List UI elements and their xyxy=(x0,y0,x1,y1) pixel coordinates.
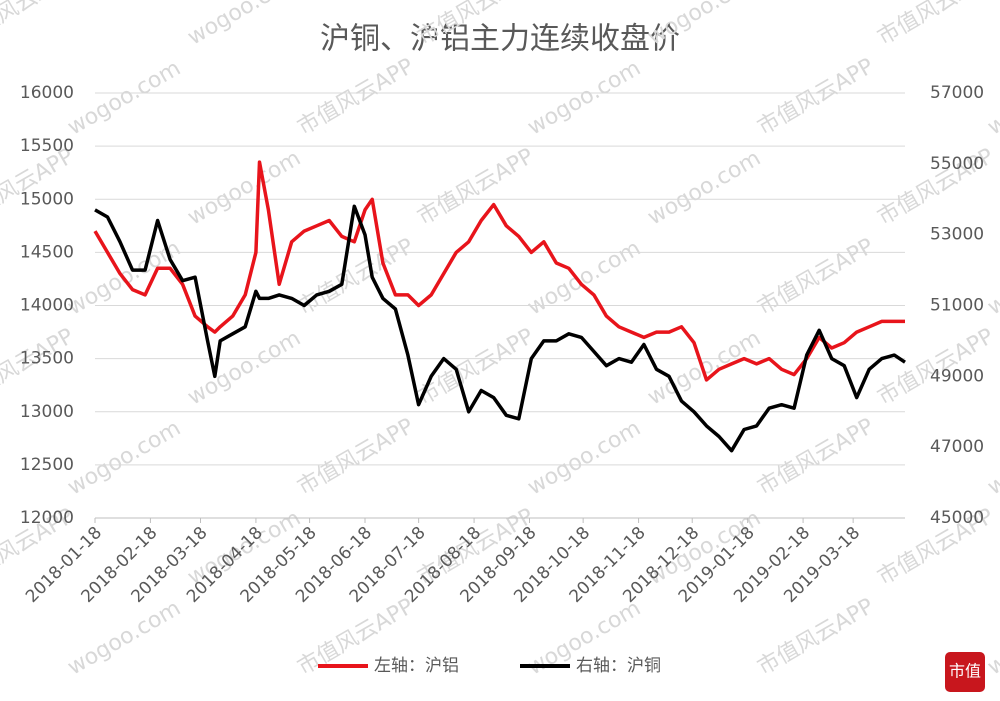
legend-label: 右轴：沪铜 xyxy=(576,656,661,676)
legend-label: 左轴：沪铝 xyxy=(374,656,459,676)
watermark: wogoo.com xyxy=(984,416,1000,501)
watermark: 市值风云APP xyxy=(754,594,879,680)
watermark: wogoo.com xyxy=(644,0,766,50)
watermark: wogoo.com xyxy=(64,56,186,141)
watermark: wogoo.com xyxy=(184,326,306,411)
y-tick-label: 13000 xyxy=(20,402,74,422)
watermark: wogoo.com xyxy=(524,56,646,141)
y2-tick-label: 55000 xyxy=(930,154,984,174)
watermark: 市值风云APP xyxy=(0,144,78,230)
y-tick-label: 16000 xyxy=(20,83,74,103)
watermark: wogoo.com xyxy=(644,146,766,231)
watermark: wogoo.com xyxy=(184,146,306,231)
y-tick-label: 12000 xyxy=(20,508,74,528)
y-tick-label: 13500 xyxy=(20,349,74,369)
watermark: wogoo.com xyxy=(524,236,646,321)
watermark: wogoo.com xyxy=(64,416,186,501)
logo: 市值 xyxy=(949,662,981,681)
watermark: wogoo.com xyxy=(984,236,1000,321)
watermark: 市值风云APP xyxy=(874,0,999,50)
logo-box xyxy=(945,652,985,692)
y2-tick-label: 57000 xyxy=(930,83,984,103)
y2-tick-label: 47000 xyxy=(930,437,984,457)
series-line xyxy=(94,204,906,453)
y2-tick-label: 45000 xyxy=(930,508,984,528)
watermark: wogoo.com xyxy=(64,596,186,681)
watermark: wogoo.com xyxy=(184,0,306,50)
y-tick-label: 14500 xyxy=(20,242,74,262)
watermark: 市值风云APP xyxy=(294,54,419,140)
watermark: wogoo.com xyxy=(984,596,1000,681)
watermark: 市值风云APP xyxy=(754,414,879,500)
y-tick-label: 12500 xyxy=(20,455,74,475)
y-tick-label: 15000 xyxy=(20,189,74,209)
watermark: 市值风云APP xyxy=(294,234,419,320)
y-tick-label: 15500 xyxy=(20,136,74,156)
y-tick-label: 14000 xyxy=(20,296,74,316)
watermark: wogoo.com xyxy=(984,56,1000,141)
y2-tick-label: 53000 xyxy=(930,225,984,245)
series-line xyxy=(93,160,905,382)
chart-title: 沪铜、沪铝主力连续收盘价 xyxy=(320,22,680,57)
watermark: 市值风云APP xyxy=(414,144,539,230)
watermark: 市值风云APP xyxy=(0,0,78,50)
watermark: 市值风云APP xyxy=(754,54,879,140)
y2-tick-label: 51000 xyxy=(930,296,984,316)
watermark: wogoo.com xyxy=(524,416,646,501)
watermark: 市值风云APP xyxy=(294,414,419,500)
watermark: 市值风云APP xyxy=(754,234,879,320)
y2-tick-label: 49000 xyxy=(930,366,984,386)
